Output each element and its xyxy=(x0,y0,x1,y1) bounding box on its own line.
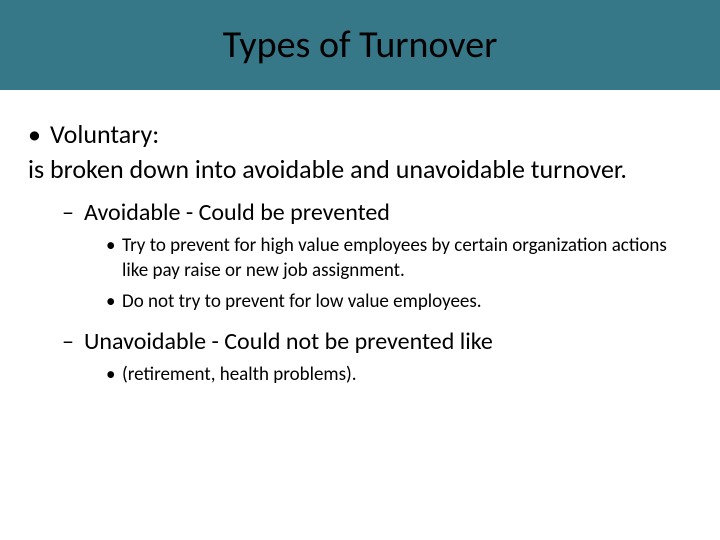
bullet-l2-text: Unavoidable - Could not be prevented lik… xyxy=(84,327,493,356)
slide-title: Types of Turnover xyxy=(223,22,498,68)
slide-content: Voluntary: is broken down into avoidable… xyxy=(0,90,720,388)
bullet-l3-text: (retirement, health problems). xyxy=(122,363,357,386)
bullet-level3: Do not try to prevent for low value empl… xyxy=(106,290,692,315)
bullet-level3: (retirement, health problems). xyxy=(106,363,692,388)
title-bar: Types of Turnover xyxy=(0,0,720,90)
bullet-l2-text: Avoidable - Could be prevented xyxy=(84,198,390,227)
bullet-l1-desc: is broken down into avoidable and unavoi… xyxy=(28,153,692,186)
bullet-l3-text: Try to prevent for high value employees … xyxy=(122,234,667,282)
bullet-l3-text: Do not try to prevent for low value empl… xyxy=(122,290,482,313)
bullet-level2: Avoidable - Could be prevented xyxy=(62,197,692,228)
bullet-level2: Unavoidable - Could not be prevented lik… xyxy=(62,326,692,357)
bullet-level3: Try to prevent for high value employees … xyxy=(106,234,692,283)
bullet-l1-label: Voluntary: xyxy=(50,118,159,150)
bullet-level1: Voluntary: xyxy=(28,118,692,151)
